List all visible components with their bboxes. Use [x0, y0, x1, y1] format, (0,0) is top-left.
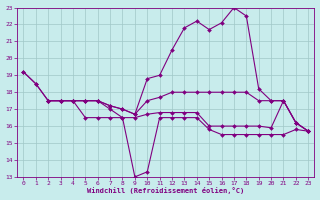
X-axis label: Windchill (Refroidissement éolien,°C): Windchill (Refroidissement éolien,°C)	[87, 187, 244, 194]
